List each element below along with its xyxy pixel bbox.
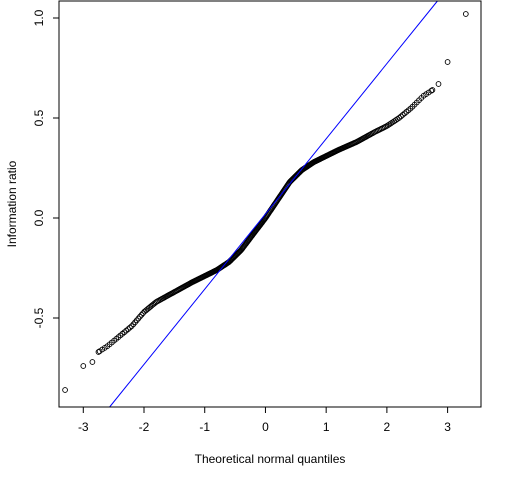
qq-point: [435, 81, 442, 87]
y-tick-label: 1.0: [32, 9, 46, 26]
plot-frame: [58, 0, 482, 408]
qq-point: [462, 11, 469, 17]
y-tick-label: -0.5: [32, 307, 46, 328]
qq-point: [444, 59, 451, 65]
x-tick-label: -2: [139, 420, 150, 434]
x-tick-label: 3: [444, 420, 451, 434]
qq-point: [89, 359, 96, 365]
x-tick-label: 0: [262, 420, 269, 434]
y-tick-label: 0.0: [32, 209, 46, 226]
x-axis: -3 -2 -1 0 1 2 3: [78, 407, 451, 434]
reference-line: [109, 0, 438, 408]
x-tick-label: -1: [199, 420, 210, 434]
qq-point: [125, 326, 131, 332]
qq-point: [135, 315, 142, 322]
y-tick-label: 0.5: [32, 109, 46, 126]
qq-point: [398, 113, 404, 120]
x-tick-label: 2: [384, 420, 391, 434]
qq-point: [138, 312, 145, 318]
qq-point: [396, 114, 403, 121]
qq-point: [62, 387, 68, 393]
x-tick-label: -3: [78, 420, 89, 434]
qq-point: [80, 363, 87, 369]
qq-point: [428, 87, 435, 94]
y-axis-label: Information ratio: [5, 160, 19, 247]
x-tick-label: 1: [323, 420, 330, 434]
qq-point: [137, 313, 143, 320]
qq-point: [127, 324, 133, 331]
x-axis-label: Theoretical normal quantiles: [195, 452, 346, 466]
y-axis: -0.5 0.0 0.5 1.0: [32, 9, 59, 328]
